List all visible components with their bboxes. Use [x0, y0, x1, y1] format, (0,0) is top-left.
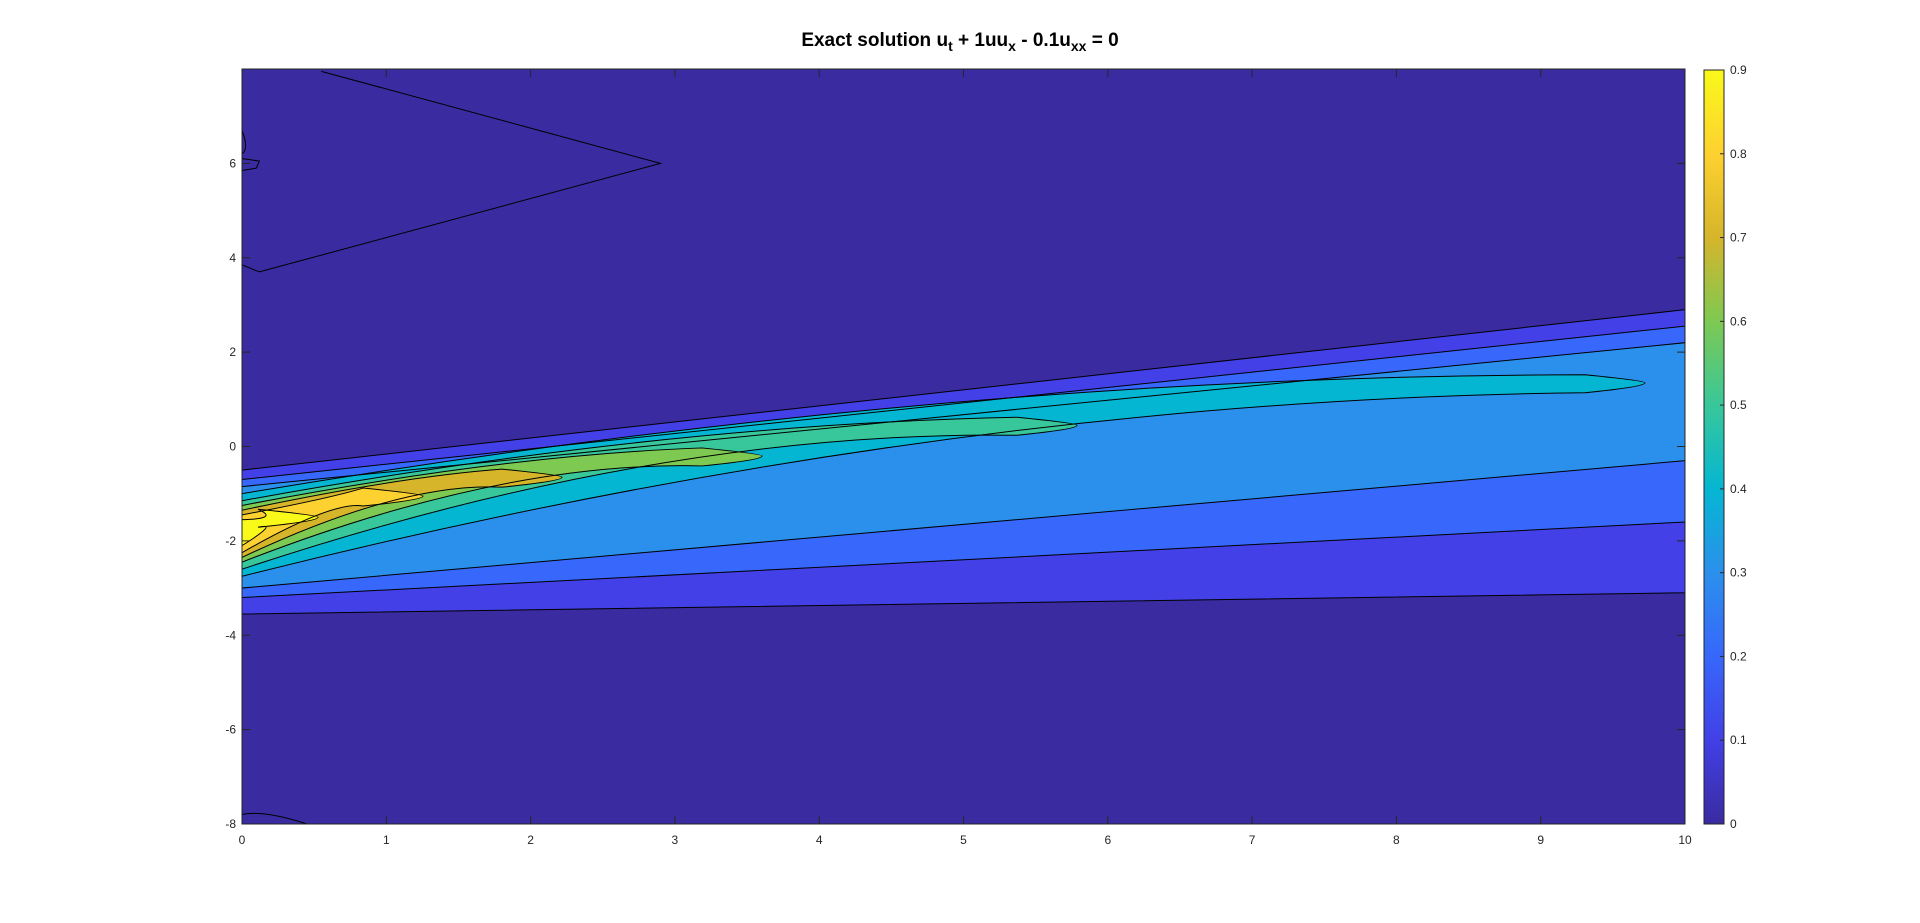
x-tick-label: 1	[383, 833, 390, 847]
x-tick-label: 5	[960, 833, 967, 847]
contour-bands	[242, 309, 1685, 615]
contour-line-bottom	[242, 812, 308, 824]
x-tick-label: 6	[1104, 833, 1111, 847]
x-tick-label: 7	[1249, 833, 1256, 847]
colorbar-tick-label: 0.5	[1730, 398, 1747, 412]
contour-line-3	[242, 342, 1685, 589]
y-tick-label: -4	[225, 628, 236, 642]
y-tick-label: 0	[229, 440, 236, 454]
colorbar-tick-label: 0.7	[1730, 231, 1747, 245]
colorbar-tick-label: 0.3	[1730, 566, 1747, 580]
colorbar-tick-label: 0.6	[1730, 314, 1747, 328]
colorbar-tick-label: 0.4	[1730, 482, 1747, 496]
colorbar: 0 0.1 0.2 0.3 0.4 0.5 0.6 0.7 0.8 0.9	[1703, 63, 1747, 831]
colorbar-tick-label: 0.8	[1730, 147, 1747, 161]
x-tick-label: 2	[527, 833, 534, 847]
contour-lines	[242, 70, 1685, 824]
x-tick-label: 3	[672, 833, 679, 847]
colorbar-tick-label: 0	[1730, 817, 1737, 831]
x-axis: 0 1 2 3 4 5 6 7 8 9 10	[239, 69, 1692, 847]
contour-line-4	[242, 374, 1646, 577]
colorbar-tick-label: 0.2	[1730, 649, 1747, 663]
y-tick-label: 2	[229, 345, 236, 359]
colorbar-gradient	[1703, 69, 1725, 825]
contour-line-2	[242, 325, 1685, 599]
contour-line-edge-small	[242, 130, 261, 171]
x-tick-label: 8	[1393, 833, 1400, 847]
contour-line-wedge	[242, 70, 663, 273]
colorbar-tick-label: 0.1	[1730, 733, 1747, 747]
x-tick-label: 9	[1537, 833, 1544, 847]
y-tick-label: -2	[225, 534, 236, 548]
contour-line-6	[242, 447, 763, 563]
x-tick-label: 0	[239, 833, 246, 847]
y-tick-label: -6	[225, 723, 236, 737]
x-tick-label: 4	[816, 833, 823, 847]
contour-line-9	[242, 508, 319, 547]
colorbar-tick-label: 0.9	[1730, 63, 1747, 77]
y-tick-label: -8	[225, 817, 236, 831]
y-tick-label: 6	[229, 156, 236, 170]
contour-line-1	[242, 309, 1685, 615]
y-tick-label: 4	[229, 251, 236, 265]
y-axis: -8 -6 -4 -2 0 2 4 6	[225, 156, 1685, 831]
x-tick-label: 10	[1678, 833, 1692, 847]
contour-line-8	[242, 487, 424, 554]
contour-band-3	[242, 342, 1685, 589]
contour-line-5	[242, 416, 1078, 570]
chart-title: Exact solution ut + 1uux - 0.1uxx = 0	[801, 30, 1119, 54]
